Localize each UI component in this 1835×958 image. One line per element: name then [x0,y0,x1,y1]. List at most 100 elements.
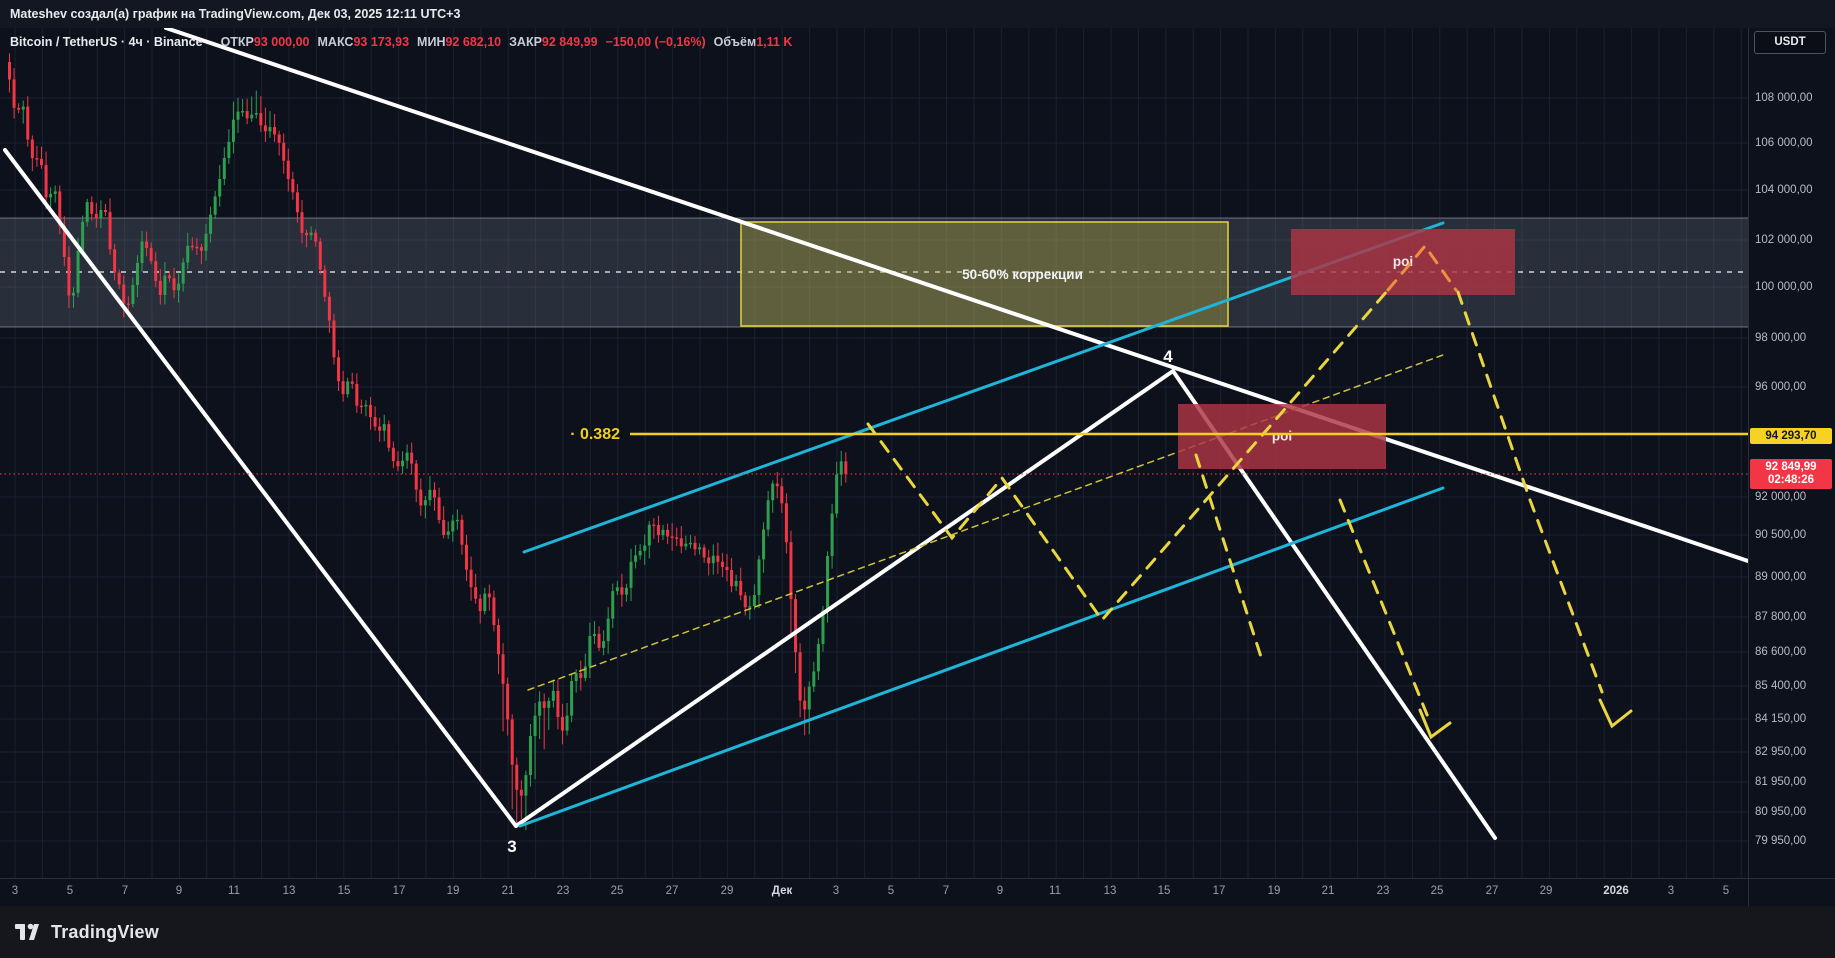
candlestick-series[interactable] [8,53,848,831]
chart-canvas[interactable]: poi poi · 0.382 3 4 50-60% коррекции [0,26,1750,878]
price-tick: 89 000,00 [1755,571,1807,583]
time-tick: 25 [1430,885,1444,897]
correction-zone-label: 50-60% коррекции [962,267,1083,282]
high-value: 93 173,93 [353,35,410,49]
time-tick: 11 [1049,885,1061,897]
time-tick: 25 [610,885,624,897]
time-tick: 9 [996,885,1004,897]
time-tick: 5 [66,885,74,897]
grid [0,28,1748,878]
poi-zone-upper[interactable] [1291,229,1515,295]
projection-drop-to-83k-left[interactable] [1338,498,1432,724]
time-tick: 29 [1539,885,1553,897]
price-tick: 96 000,00 [1755,381,1807,393]
time-tick: 11 [228,885,240,897]
price-tick: 102 000,00 [1755,234,1813,246]
low-label: МИН [417,35,446,49]
bar-countdown: 02:48:26 [1767,474,1815,486]
fib-0382-label: · 0.382 [570,426,620,443]
projection-drop-to-83k-left-arrowhead [1418,708,1452,740]
time-tick: 5 [887,885,895,897]
time-tick: 19 [1267,885,1281,897]
projection-drop-inner[interactable] [1194,453,1264,662]
time-tick: 19 [446,885,460,897]
trendline-micro-trendline[interactable] [527,354,1444,691]
tradingview-logo[interactable]: TradingView [14,918,159,946]
time-tick: 21 [1321,885,1335,897]
price-tick: 104 000,00 [1755,184,1813,196]
time-tick: 9 [175,885,183,897]
price-tick: 85 400,00 [1755,680,1807,692]
price-tick: 87 800,00 [1755,611,1807,623]
chart-pane[interactable]: poi poi · 0.382 3 4 50-60% коррекции [0,26,1750,878]
time-tick: 23 [1376,885,1390,897]
poi-zone-lower-label: poi [1272,429,1292,444]
projection-poi-peak[interactable] [1386,243,1458,292]
time-tick: 23 [556,885,570,897]
time-tick: 27 [1485,885,1499,897]
creator-info-bar: Mateshev создал(а) график на TradingView… [0,0,1835,28]
projection-drop-to-83k-right[interactable] [1456,290,1604,694]
time-tick: 3 [11,885,19,897]
close-label: ЗАКР [509,35,542,49]
price-tick: 82 950,00 [1755,746,1807,758]
price-tick: 100 000,00 [1755,281,1813,293]
volume-value: 1,11 K [756,35,793,49]
trendline-downtrend-steep[interactable] [3,148,518,828]
symbol-title[interactable]: Bitcoin / TetherUS · 4ч · Binance [10,35,203,49]
projection-drop-to-83k-right-arrowhead [1598,698,1633,729]
low-value: 92 682,10 [445,35,502,49]
time-tick: 7 [942,885,950,897]
currency-toggle-button[interactable]: USDT [1754,31,1826,54]
fib-price-label: 94 293,70 [1750,428,1832,444]
price-tick: 80 950,00 [1755,806,1807,818]
trendline-impulse-3-to-4[interactable] [514,369,1175,828]
trendline-channel-top[interactable] [522,221,1445,554]
price-tick: 92 000,00 [1755,491,1807,503]
time-tick: 17 [1212,885,1226,897]
tradingview-wordmark: TradingView [51,921,159,942]
time-tick: 2026 [1603,885,1629,897]
open-value: 93 000,00 [253,35,310,49]
time-tick: 5 [1722,885,1730,897]
last-price-value: 92 849,99 [1765,461,1817,473]
axis-corner [1748,878,1835,906]
wave-label-3[interactable]: 3 [507,837,516,856]
price-tick: 98 000,00 [1755,332,1807,344]
trendline-downtrend-major[interactable] [164,26,1750,563]
price-tick: 81 950,00 [1755,776,1807,788]
time-tick: 29 [720,885,734,897]
time-tick: 13 [1103,885,1117,897]
price-tick: 79 950,00 [1755,835,1807,847]
bottom-toolbar: TradingView [0,906,1835,958]
change-value: −150,00 (−0,16%) [605,35,706,49]
price-tick: 84 150,00 [1755,713,1807,725]
time-tick: 3 [832,885,840,897]
time-tick: 15 [1157,885,1171,897]
trendline-channel-bottom[interactable] [518,486,1445,828]
wave-label-4[interactable]: 4 [1163,347,1173,366]
open-label: ОТКР [220,35,254,49]
time-tick: 17 [392,885,406,897]
creator-info-text: Mateshev создал(а) график на TradingView… [10,7,461,21]
time-tick: 7 [121,885,129,897]
time-tick: 21 [501,885,515,897]
time-tick: 15 [337,885,351,897]
projection-w-bottom-rally[interactable] [866,288,1390,623]
time-tick: 13 [282,885,296,897]
last-price-label: 92 849,99 02:48:26 [1750,459,1832,489]
price-tick: 106 000,00 [1755,137,1813,149]
time-axis[interactable]: 3 5 7 9 11 13 15 17 19 21 23 25 27 29 Дек 3 5 7 9 11 13 15 17 1… [0,878,1748,906]
price-axis[interactable]: USDT 108 000,00 106 000,00 104 000,00 102 0… [1748,28,1835,878]
poi-zone-lower[interactable] [1178,404,1386,469]
time-tick: Дек [771,885,793,897]
symbol-legend[interactable]: Bitcoin / TetherUS · 4ч · Binance ОТКР93 … [10,32,792,52]
time-tick: 27 [665,885,679,897]
correction-zone-box[interactable] [740,221,1229,327]
volume-label: Объём [713,35,757,49]
high-label: МАКС [317,35,354,49]
tradingview-logo-icon [15,923,39,940]
price-tick: 86 600,00 [1755,646,1807,658]
timeframe-label: 4ч [128,35,143,49]
